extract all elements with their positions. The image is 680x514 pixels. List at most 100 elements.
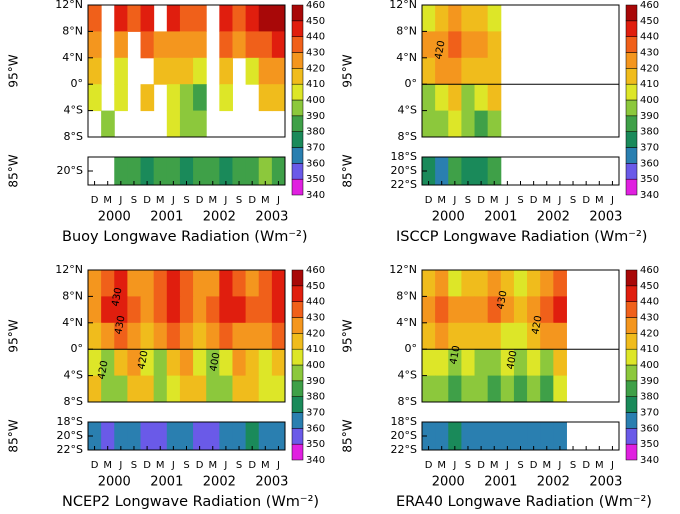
year-label: 2003 xyxy=(255,210,288,225)
colorbar-swatch xyxy=(291,396,304,413)
x-tick-label: D xyxy=(196,460,204,471)
cell xyxy=(193,5,207,32)
cell xyxy=(487,270,502,297)
colorbar-swatch xyxy=(291,36,304,53)
colorbar-label: 440 xyxy=(640,297,659,308)
cell xyxy=(271,57,286,85)
cell xyxy=(193,375,207,403)
x-tick-label: D xyxy=(143,195,151,206)
y-tick-label: 0° xyxy=(71,77,84,90)
colorbar-swatch xyxy=(291,20,304,37)
x-tick-label: D xyxy=(248,460,256,471)
cell xyxy=(114,322,128,350)
x-tick-label: M xyxy=(261,460,270,471)
cell xyxy=(114,270,128,297)
cell xyxy=(527,270,541,297)
cell xyxy=(487,296,502,324)
contour-label: 420 xyxy=(136,350,150,371)
x-tick-label: M xyxy=(208,195,217,206)
cell xyxy=(461,110,476,138)
x-tick-label: S xyxy=(236,195,242,206)
colorbar-swatch xyxy=(291,4,304,22)
cell xyxy=(448,270,462,297)
colorbar-swatch xyxy=(291,443,304,461)
cell xyxy=(140,84,155,112)
cell xyxy=(527,375,541,403)
cell xyxy=(540,322,554,350)
cell xyxy=(219,31,233,59)
colorbar-label: 370 xyxy=(306,408,325,419)
cell xyxy=(166,110,181,138)
cell xyxy=(206,270,220,297)
colorbar-label: 390 xyxy=(640,111,659,122)
cell xyxy=(258,57,273,85)
year-label: 2000 xyxy=(98,210,131,225)
cell xyxy=(540,375,554,403)
cell xyxy=(101,270,115,297)
x-tick-label: J xyxy=(557,195,561,206)
cell xyxy=(258,31,273,59)
colorbar-label: 380 xyxy=(306,392,325,403)
cell xyxy=(448,110,462,138)
cell xyxy=(474,31,489,59)
lon-label: 85°W xyxy=(341,154,355,187)
year-label: 2001 xyxy=(150,210,183,225)
cell xyxy=(448,422,462,450)
colorbar-label: 410 xyxy=(306,79,325,90)
colorbar-swatch xyxy=(625,380,638,397)
colorbar-label: 400 xyxy=(640,95,659,106)
year-label: 2002 xyxy=(537,210,570,225)
cell xyxy=(166,375,181,403)
cell xyxy=(461,422,476,450)
x-tick-label: J xyxy=(171,195,175,206)
colorbar-label: 360 xyxy=(306,158,325,169)
colorbar-swatch xyxy=(625,443,638,461)
cell xyxy=(101,375,115,403)
contour-label: 400 xyxy=(208,352,222,373)
colorbar-label: 410 xyxy=(640,344,659,355)
cell xyxy=(461,31,476,59)
x-tick-label: J xyxy=(610,460,614,471)
x-tick-label: M xyxy=(103,460,112,471)
y-tick-label: 20°S xyxy=(57,429,83,442)
colorbar-label: 360 xyxy=(640,423,659,434)
colorbar-label: 400 xyxy=(306,95,325,106)
cell xyxy=(153,57,168,85)
x-tick-label: D xyxy=(582,460,590,471)
cell xyxy=(88,57,102,85)
colorbar-swatch xyxy=(291,163,304,180)
cell xyxy=(245,5,260,32)
cell xyxy=(245,57,260,85)
colorbar-swatch xyxy=(625,163,638,180)
colorbar-label: 450 xyxy=(306,281,325,292)
colorbar-label: 390 xyxy=(306,376,325,387)
colorbar-swatch xyxy=(625,147,638,164)
cell xyxy=(219,322,233,350)
y-tick-label: 22°S xyxy=(57,443,83,456)
cell xyxy=(435,157,449,185)
colorbar-swatch xyxy=(625,333,638,350)
cell xyxy=(127,375,142,403)
y-tick-label: 12°N xyxy=(389,263,417,276)
cell xyxy=(271,349,286,377)
colorbar-swatch xyxy=(291,333,304,350)
y-tick-label: 8°N xyxy=(396,24,417,37)
cell xyxy=(140,157,155,185)
cell xyxy=(88,270,102,297)
cell xyxy=(232,296,247,324)
cell xyxy=(193,157,207,185)
cell xyxy=(487,31,502,59)
year-label: 2001 xyxy=(150,475,183,490)
cell xyxy=(245,296,260,324)
x-tick-label: M xyxy=(208,460,217,471)
lon-label: 85°W xyxy=(7,154,21,187)
colorbar-label: 350 xyxy=(306,439,325,450)
cell xyxy=(553,349,567,377)
cell xyxy=(513,349,528,377)
cell xyxy=(435,296,449,324)
cell xyxy=(435,5,449,32)
cell xyxy=(219,57,233,85)
y-tick-label: 18°S xyxy=(391,415,417,428)
cell xyxy=(179,375,194,403)
cell xyxy=(271,270,286,297)
